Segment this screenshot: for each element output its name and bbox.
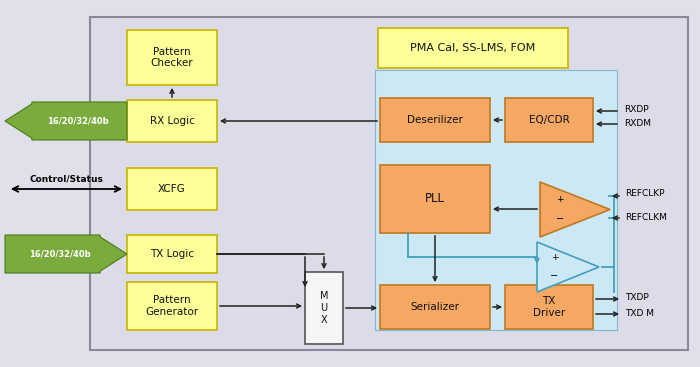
- Polygon shape: [5, 102, 127, 140]
- Text: TXD M: TXD M: [625, 309, 654, 319]
- Text: EQ/CDR: EQ/CDR: [528, 115, 569, 125]
- Text: Pattern
Checker: Pattern Checker: [150, 47, 193, 68]
- Text: XCFG: XCFG: [158, 184, 186, 194]
- FancyBboxPatch shape: [127, 168, 217, 210]
- FancyBboxPatch shape: [380, 165, 490, 233]
- Polygon shape: [540, 182, 610, 237]
- Text: Control/Status: Control/Status: [29, 174, 103, 183]
- Text: TX
Driver: TX Driver: [533, 296, 565, 318]
- Text: +: +: [556, 195, 564, 204]
- Text: Serializer: Serializer: [410, 302, 459, 312]
- FancyBboxPatch shape: [378, 28, 568, 68]
- Text: PLL: PLL: [425, 193, 445, 206]
- Text: RXDP: RXDP: [624, 105, 649, 113]
- Polygon shape: [5, 235, 127, 273]
- FancyBboxPatch shape: [127, 282, 217, 330]
- FancyBboxPatch shape: [127, 100, 217, 142]
- FancyBboxPatch shape: [375, 70, 617, 330]
- Text: TX Logic: TX Logic: [150, 249, 194, 259]
- FancyBboxPatch shape: [90, 17, 688, 350]
- Text: TXDP: TXDP: [625, 294, 649, 302]
- FancyBboxPatch shape: [505, 285, 593, 329]
- FancyBboxPatch shape: [380, 285, 490, 329]
- Text: Deserilizer: Deserilizer: [407, 115, 463, 125]
- FancyBboxPatch shape: [505, 98, 593, 142]
- Text: RXDM: RXDM: [624, 120, 651, 128]
- Text: PMA Cal, SS-LMS, FOM: PMA Cal, SS-LMS, FOM: [410, 43, 536, 53]
- FancyBboxPatch shape: [380, 98, 490, 142]
- Polygon shape: [537, 242, 599, 292]
- Text: −: −: [550, 271, 559, 281]
- Text: REFCLKM: REFCLKM: [625, 214, 667, 222]
- Text: 16/20/32/40b: 16/20/32/40b: [48, 116, 109, 126]
- FancyBboxPatch shape: [127, 235, 217, 273]
- Text: −: −: [556, 214, 564, 224]
- Text: RX Logic: RX Logic: [150, 116, 195, 126]
- Text: REFCLKP: REFCLKP: [625, 189, 664, 199]
- FancyBboxPatch shape: [305, 272, 343, 344]
- FancyBboxPatch shape: [127, 30, 217, 85]
- Text: +: +: [551, 254, 558, 262]
- Text: Pattern
Generator: Pattern Generator: [146, 295, 199, 317]
- Text: 16/20/32/40b: 16/20/32/40b: [29, 250, 91, 258]
- Text: M
U
X: M U X: [320, 291, 328, 324]
